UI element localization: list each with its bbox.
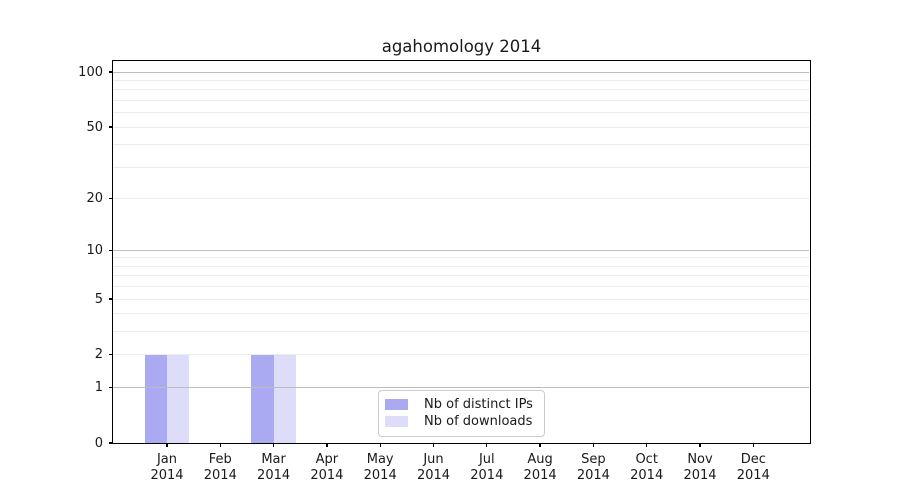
x-tick-year: 2014 [576, 467, 610, 483]
y-tick-label-1: 1 [94, 379, 103, 395]
gridline-2 [113, 354, 809, 356]
gridline-100 [113, 71, 809, 73]
legend-row-distinct-ips: Nb of distinct IPs [385, 396, 536, 413]
legend-swatch-downloads [385, 416, 408, 427]
x-tick-label-dec: Dec 2014 [723, 452, 783, 483]
y-tick-mark-5 [108, 298, 113, 300]
x-tick-year: 2014 [736, 467, 770, 483]
x-tick-label-mar: Mar 2014 [244, 452, 304, 483]
legend-label-distinct-ips: Nb of distinct IPs [424, 397, 533, 412]
x-tick-month: Jun [423, 452, 444, 467]
x-tick-label-nov: Nov 2014 [670, 452, 730, 483]
legend-row-downloads: Nb of downloads [385, 413, 536, 430]
x-tick-year: 2014 [416, 467, 451, 483]
x-tick-year: 2014 [310, 467, 344, 483]
y-tick-label-10: 10 [86, 242, 103, 258]
x-tick-month: Apr [315, 452, 339, 467]
x-tick-year: 2014 [470, 467, 504, 483]
gridline-5 [113, 298, 809, 300]
x-tick-label-may: May 2014 [350, 452, 410, 483]
gridline-30 [113, 166, 809, 168]
x-tick-mark-feb [219, 443, 221, 447]
x-tick-year: 2014 [523, 467, 557, 483]
x-tick-mark-jun [432, 443, 435, 447]
x-tick-month: Jan [156, 452, 178, 467]
x-tick-mark-sep [592, 443, 595, 447]
gridline-4 [113, 313, 809, 315]
bar-downloads-mar [273, 354, 296, 443]
gridline-3 [113, 331, 809, 333]
gridline-20 [113, 197, 809, 199]
x-tick-year: 2014 [683, 467, 717, 483]
y-tick-mark-50 [108, 126, 113, 128]
x-tick-month: Nov [687, 452, 713, 467]
y-tick-mark-10 [108, 249, 113, 251]
chart-title: agahomology 2014 [381, 37, 542, 56]
y-tick-mark-2 [108, 354, 113, 356]
gridline-80 [113, 89, 809, 91]
x-tick-mark-dec [752, 443, 754, 447]
gridline-90 [113, 80, 809, 81]
bar-downloads-jan [167, 354, 190, 443]
legend: Nb of distinct IPs Nb of downloads [378, 390, 545, 437]
x-tick-month: Jul [478, 452, 495, 467]
gridline-7 [113, 275, 809, 277]
x-tick-month: Sep [581, 452, 606, 467]
x-tick-mark-apr [326, 443, 328, 447]
y-tick-label-20: 20 [86, 190, 103, 206]
gridline-10 [113, 249, 809, 251]
bar-distinct-ips-jan [144, 354, 167, 443]
x-tick-label-jul: Jul 2014 [457, 452, 517, 483]
x-tick-label-apr: Apr 2014 [297, 452, 357, 483]
gridline-40 [113, 144, 809, 146]
gridline-6 [113, 286, 809, 288]
x-tick-month: Mar [261, 452, 286, 467]
bar-distinct-ips-mar [251, 354, 274, 443]
x-tick-year: 2014 [150, 467, 184, 483]
x-tick-mark-oct [646, 443, 648, 447]
gridline-8 [113, 265, 809, 267]
x-tick-mark-may [379, 443, 381, 447]
y-tick-label-2: 2 [94, 347, 103, 363]
x-tick-mark-jul [486, 443, 488, 447]
gridline-70 [113, 99, 809, 101]
y-tick-mark-1 [108, 386, 113, 388]
x-tick-year: 2014 [203, 467, 237, 483]
x-tick-month: May [366, 452, 394, 467]
x-tick-mark-mar [272, 443, 275, 447]
x-tick-label-sep: Sep 2014 [563, 452, 623, 483]
x-tick-month: Aug [527, 452, 553, 467]
x-tick-label-feb: Feb 2014 [190, 452, 250, 483]
x-tick-month: Oct [635, 452, 658, 467]
x-tick-mark-jan [166, 443, 168, 447]
x-tick-year: 2014 [257, 467, 291, 483]
x-tick-label-jan: Jan 2014 [137, 452, 197, 483]
x-tick-month: Dec [740, 452, 766, 467]
y-tick-label-5: 5 [94, 291, 103, 307]
x-tick-mark-aug [539, 443, 541, 447]
x-tick-label-oct: Oct 2014 [617, 452, 677, 483]
x-tick-mark-nov [699, 443, 701, 447]
x-tick-label-aug: Aug 2014 [510, 452, 570, 483]
x-tick-year: 2014 [630, 467, 664, 483]
gridline-50 [113, 126, 809, 128]
y-tick-mark-0 [108, 442, 113, 444]
y-tick-mark-100 [108, 71, 113, 73]
x-tick-label-jun: Jun 2014 [404, 452, 464, 483]
gridline-9 [113, 257, 809, 259]
x-tick-month: Feb [208, 452, 232, 467]
legend-swatch-distinct-ips [385, 399, 408, 410]
gridline-60 [113, 112, 809, 114]
y-tick-label-0: 0 [94, 435, 103, 451]
x-tick-year: 2014 [363, 467, 397, 483]
y-tick-label-50: 50 [86, 119, 103, 135]
y-tick-mark-20 [108, 197, 113, 199]
y-tick-label-100: 100 [78, 64, 103, 80]
gridline-1 [113, 386, 809, 388]
legend-label-downloads: Nb of downloads [424, 414, 533, 429]
